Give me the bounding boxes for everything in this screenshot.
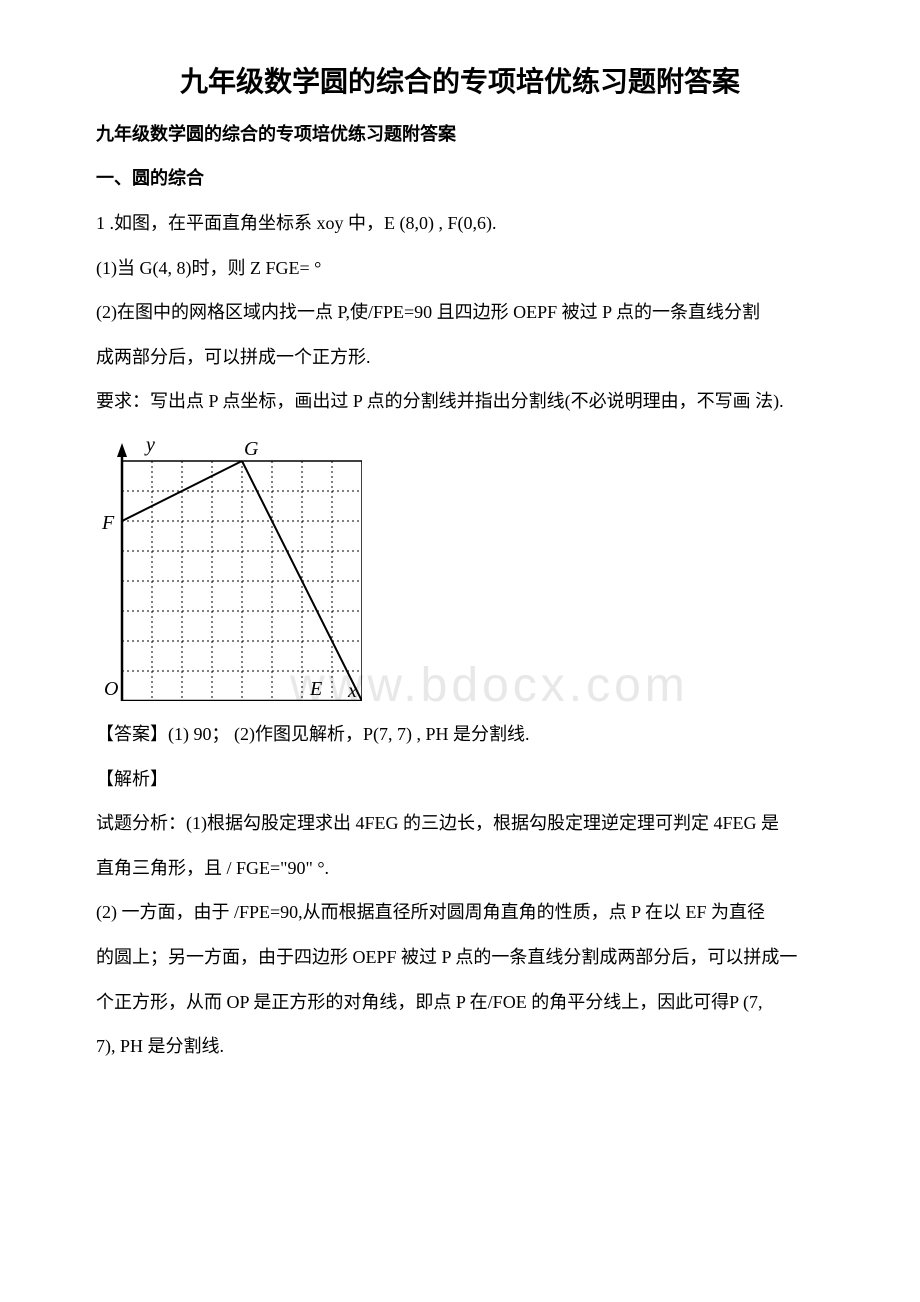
- paragraph-analysis-6: 7), PH 是分割线.: [60, 1031, 860, 1062]
- page-title: 九年级数学圆的综合的专项培优练习题附答案: [60, 60, 860, 100]
- paragraph-q1-req: 要求：写出点 P 点坐标，画出过 P 点的分割线并指出分割线(不必说明理由，不写…: [60, 386, 860, 417]
- paragraph-q1-2a: (2)在图中的网格区域内找一点 P,使/FPE=90 且四边形 OEPF 被过 …: [60, 297, 860, 328]
- svg-text:x: x: [347, 680, 357, 701]
- paragraph-analysis-3: (2) 一方面，由于 /FPE=90,从而根据直径所对圆周角直角的性质，点 P …: [60, 897, 860, 928]
- paragraph-q1-2b: 成两部分后，可以拼成一个正方形.: [60, 342, 860, 373]
- paragraph-answer: 【答案】(1) 90； (2)作图见解析，P(7, 7) , PH 是分割线.: [60, 719, 860, 750]
- svg-text:O: O: [104, 678, 118, 700]
- paragraph-explain-heading: 【解析】: [60, 764, 860, 795]
- subtitle: 九年级数学圆的综合的专项培优练习题附答案: [60, 120, 860, 146]
- figure-coordinate-plot: y G F O Ex: [92, 431, 860, 701]
- paragraph-analysis-4: 的圆上；另一方面，由于四边形 OEPF 被过 P 点的一条直线分割成两部分后，可…: [60, 942, 860, 973]
- svg-text:F: F: [101, 512, 115, 534]
- paragraph-analysis-5: 个正方形，从而 OP 是正方形的对角线，即点 P 在/FOE 的角平分线上，因此…: [60, 987, 860, 1018]
- svg-text:y: y: [144, 434, 155, 456]
- svg-text:G: G: [244, 438, 259, 460]
- paragraph-q1-intro: 1 .如图，在平面直角坐标系 xoy 中，E (8,0) , F(0,6).: [60, 208, 860, 239]
- paragraph-q1-1: (1)当 G(4, 8)时，则 Z FGE= °: [60, 253, 860, 284]
- section-heading: 一、圆的综合: [60, 164, 860, 190]
- svg-text:E: E: [309, 678, 322, 700]
- paragraph-analysis-2: 直角三角形，且 / FGE="90" °.: [60, 853, 860, 884]
- paragraph-analysis-1: 试题分析：(1)根据勾股定理求出 4FEG 的三边长，根据勾股定理逆定理可判定 …: [60, 808, 860, 839]
